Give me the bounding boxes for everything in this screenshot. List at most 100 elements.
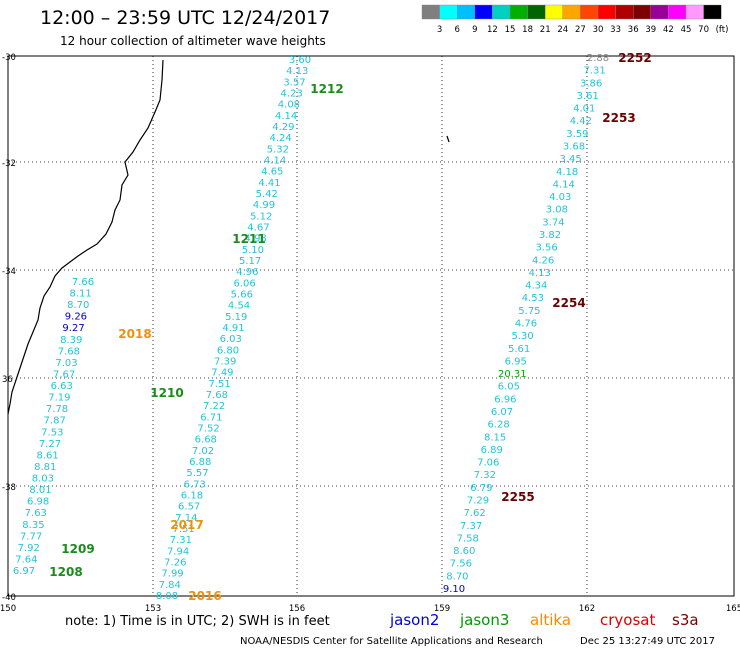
- legend-swatch: [580, 4, 599, 20]
- wave-height-value: 5.19: [225, 312, 247, 323]
- legend-swatch: [527, 4, 546, 20]
- legend-swatch: [545, 4, 564, 20]
- wave-height-value: 5.42: [256, 189, 278, 200]
- wave-height-value: 9.10: [443, 584, 465, 595]
- wave-height-value: 4.14: [275, 111, 297, 122]
- wave-height-value: 6.73: [184, 479, 206, 490]
- wave-height-value: 5.75: [518, 306, 540, 317]
- wave-height-value: 8.08: [156, 591, 178, 602]
- legend-swatch: [650, 4, 669, 20]
- wave-height-value: 3.56: [535, 243, 557, 254]
- wave-height-value: 8.61: [36, 450, 58, 461]
- wave-height-value: 7.03: [55, 358, 77, 369]
- legend-label: 70: [698, 25, 709, 35]
- wave-height-value: 6.71: [200, 412, 222, 423]
- wave-height-value: 7.87: [44, 416, 66, 427]
- wave-height-value: 6.79: [470, 483, 492, 494]
- wave-height-value: 6.68: [195, 435, 217, 446]
- track-1: 7.668.118.709.269.278.397.687.037.676.63…: [13, 277, 95, 579]
- wave-height-value: 8.70: [67, 300, 89, 311]
- legend-label: 24: [557, 25, 568, 35]
- wave-height-value: 9.27: [62, 323, 84, 334]
- wave-height-value: 7.06: [477, 458, 499, 469]
- wave-height-value: 5.32: [267, 144, 289, 155]
- wave-height-value: 6.06: [233, 278, 255, 289]
- track-0: 3.604.133.574.234.084.144.294.245.324.14…: [150, 55, 343, 602]
- pass-time-label: 2017: [170, 518, 203, 532]
- legend-label: 30: [593, 25, 604, 35]
- wave-height-value: 7.68: [206, 390, 228, 401]
- legend-swatch: [421, 4, 440, 20]
- wave-height-value: 8.39: [60, 335, 82, 346]
- wave-height-value: 20.31: [498, 369, 527, 380]
- wave-height-value: 7.68: [58, 346, 80, 357]
- wave-height-value: 8.35: [22, 520, 44, 531]
- wave-height-value: 7.49: [211, 368, 233, 379]
- wave-height-value: 3.59: [566, 129, 588, 140]
- wave-height-value: 4.14: [553, 179, 575, 190]
- track-2: 2.88 7.313.86 3.61 4.014.42 3.59 3.683.45 4.18…: [443, 51, 652, 595]
- pass-time-label: 1209: [61, 542, 94, 556]
- legend-label: 45: [681, 25, 692, 35]
- legend-label: 3: [437, 25, 442, 35]
- wave-height-value: 7.99: [161, 569, 183, 580]
- pass-time-label: 2018: [118, 327, 151, 341]
- lon-label: 159: [434, 604, 450, 614]
- wave-height-value: 4.18: [556, 167, 578, 178]
- track-3: 2018 2017 2016: [118, 327, 221, 603]
- wave-height-value: 6.07: [491, 407, 513, 418]
- wave-height-value: 8.11: [70, 289, 92, 300]
- legend-label: 6: [454, 25, 459, 35]
- wave-height-value: 7.51: [172, 524, 194, 535]
- wave-height-value: 6.18: [181, 491, 203, 502]
- lat-lon-grid: [8, 56, 734, 596]
- wave-height-value: 7.53: [41, 427, 63, 438]
- satellite-tracks: 3.604.133.574.234.084.144.294.245.324.14…: [13, 51, 652, 603]
- pass-time-label: 1210: [150, 386, 183, 400]
- wave-height-value: 7.78: [46, 404, 68, 415]
- wave-height-value: 7.31: [170, 535, 192, 546]
- wave-height-value: 4.24: [269, 133, 291, 144]
- wave-height-value: 7.32: [474, 470, 496, 481]
- wave-height-value: 6.95: [505, 356, 527, 367]
- wave-height-value: 7.29: [467, 496, 489, 507]
- wave-height-value: 3.08: [546, 205, 568, 216]
- wave-height-value: 9.26: [65, 312, 87, 323]
- legend-label: 9: [472, 25, 477, 35]
- map-title: 12:00 – 23:59 UTC 12/24/2017: [40, 7, 330, 29]
- wave-height-value: 4.14: [264, 156, 286, 167]
- wave-height-value: 5.57: [186, 468, 208, 479]
- wave-height-value: 5.17: [239, 256, 261, 267]
- wave-height-value: 4.53: [522, 293, 544, 304]
- wave-height-value: 4.99: [253, 200, 275, 211]
- lat-label: -38: [2, 483, 16, 493]
- lon-label: 165: [726, 604, 740, 614]
- wave-height-value: 4.34: [525, 281, 547, 292]
- legend-swatch: [474, 4, 493, 20]
- credit-text: NOAA/NESDIS Center for Satellite Applica…: [240, 636, 543, 647]
- wave-height-value: 6.63: [51, 381, 73, 392]
- wave-height-value: 6.89: [481, 445, 503, 456]
- wave-height-value: 6.88: [189, 457, 211, 468]
- wave-height-value: 4.26: [532, 255, 554, 266]
- wave-height-value: 4.23: [281, 89, 303, 100]
- satellite-name: s3a: [672, 611, 699, 629]
- wave-height-value: 8.70: [446, 571, 468, 582]
- wave-height-value: 3.82: [539, 230, 561, 241]
- lon-label: 150: [0, 604, 16, 614]
- legend-label: 42: [663, 25, 674, 35]
- legend-swatch: [668, 4, 687, 20]
- wave-height-value: 3.61: [577, 91, 599, 102]
- timestamp-text: Dec 25 13:27:49 UTC 2017: [580, 636, 715, 647]
- wave-height-value: 4.08: [278, 100, 300, 111]
- wave-height-value: 4.29: [272, 122, 294, 133]
- wave-height-value: 8.15: [484, 432, 506, 443]
- wave-height-value: 6.80: [217, 345, 239, 356]
- wave-height-value: 3.86: [580, 78, 602, 89]
- wave-height-value: 7.27: [39, 439, 61, 450]
- wave-height-value: 4.76: [515, 319, 537, 330]
- wave-height-value: 8.03: [32, 474, 54, 485]
- wave-height-value: 6.28: [487, 420, 509, 431]
